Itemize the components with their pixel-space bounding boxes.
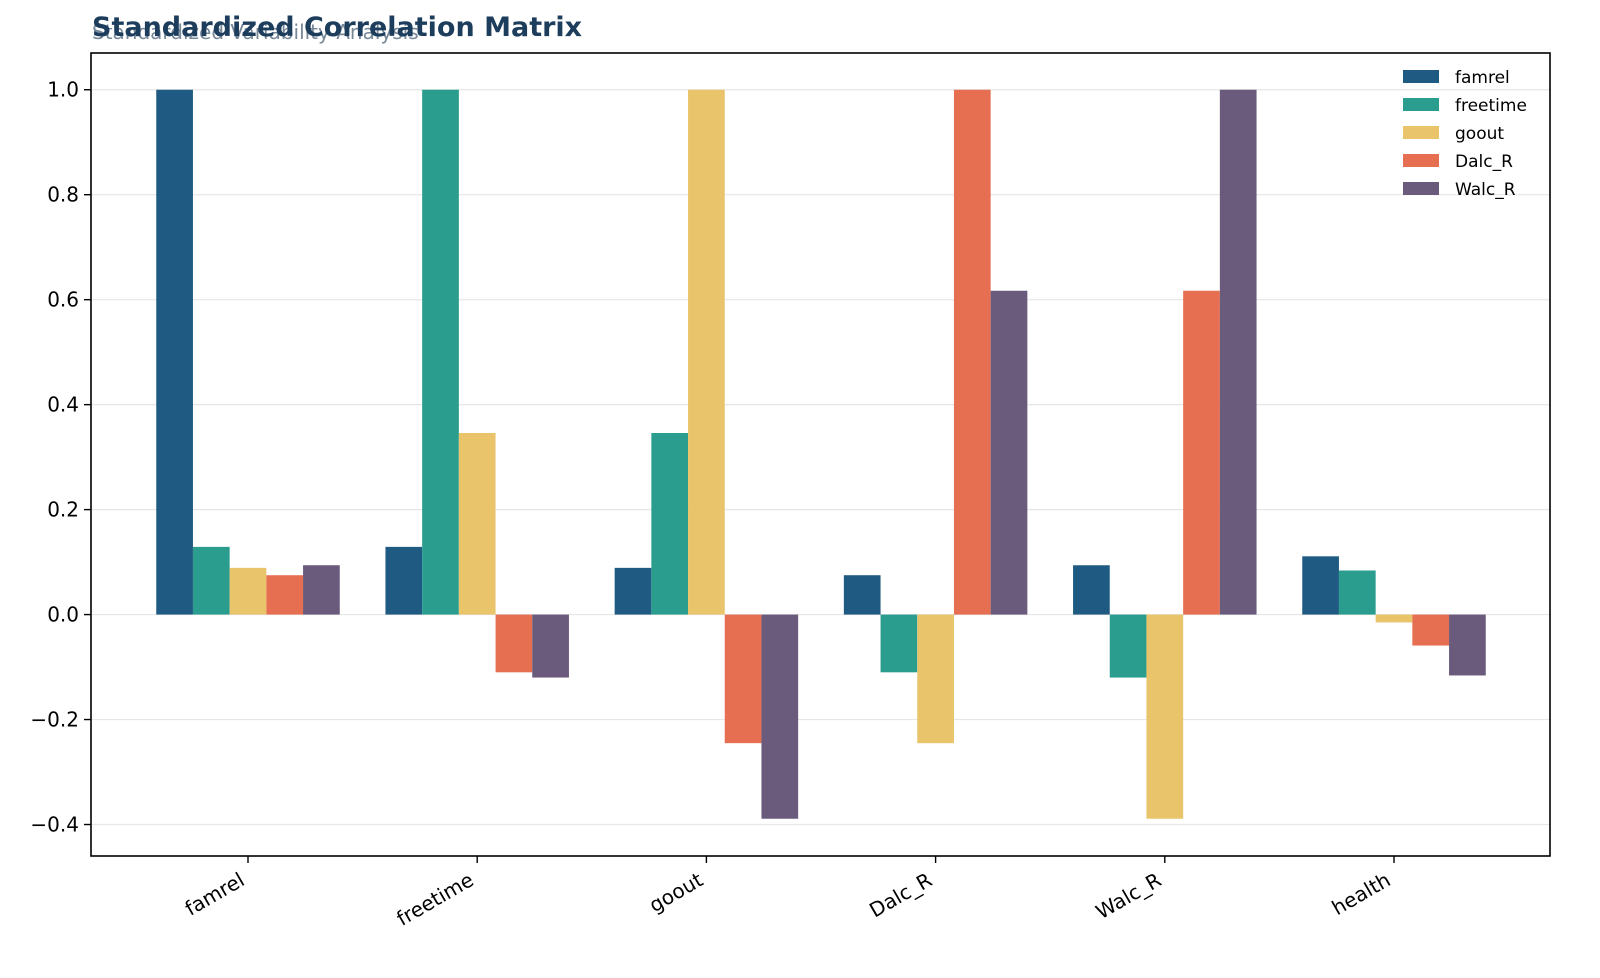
bar-goout-famrel [229,567,267,615]
bar-dalc-r-dalc-r [953,89,991,615]
bar-freetime-goout [651,432,689,615]
x-tick-label: goout [645,867,707,917]
legend-swatch [1403,154,1439,167]
y-tick-label: 0.0 [47,603,79,627]
y-tick-label: 0.8 [47,183,79,207]
x-tick-label: Dalc_R [865,867,936,922]
bar-famrel-famrel [156,89,193,615]
bar-goout-freetime [458,432,496,615]
legend-label: Dalc_R [1455,152,1513,172]
bar-famrel-walc-r [1073,565,1110,615]
legend-swatch [1403,182,1439,195]
plot-frame [90,52,1551,857]
x-tick-label: health [1328,868,1395,920]
bar-walc-r-walc-r [1219,89,1257,615]
bar-goout-walc-r [1146,614,1184,819]
bar-goout-goout [688,89,725,615]
y-tick-label: 1.0 [47,78,79,102]
bar-goout-dalc-r [917,614,954,744]
legend-layer: famrel freetime goout Dalc_R Walc_R [1403,68,1527,200]
bar-famrel-health [1302,556,1339,615]
chart-title: Standardized Correlation Matrix [92,12,583,43]
chart-subtitle: Standardized Variability Analysis [92,20,419,44]
legend-swatch [1403,70,1439,83]
legend-swatch [1403,98,1439,111]
x-tick-label: freetime [392,868,477,931]
legend-swatch [1403,126,1439,139]
x-tick-label: Walc_R [1092,867,1166,923]
y-tick-label: −0.2 [30,708,79,732]
bar-walc-r-health [1449,614,1486,676]
grid-layer [91,89,1550,826]
bar-walc-r-famrel [303,565,340,615]
legend-label: goout [1455,124,1504,144]
bar-freetime-walc-r [1109,614,1147,678]
bar-freetime-dalc-r [880,614,918,673]
legend-label: famrel [1455,68,1510,88]
legend-label: Walc_R [1455,180,1516,200]
bar-dalc-r-famrel [266,575,304,615]
legend-label: freetime [1455,96,1527,116]
x-tick-label: famrel [181,868,249,921]
bar-freetime-health [1338,570,1376,615]
y-tick-label: 0.2 [47,498,79,522]
bar-walc-r-freetime [532,614,569,678]
bar-goout-health [1375,614,1413,623]
bar-dalc-r-freetime [495,614,533,673]
bar-dalc-r-walc-r [1183,290,1220,615]
bar-famrel-freetime [385,546,423,615]
y-tick-label: 0.4 [47,393,79,417]
bar-dalc-r-health [1412,614,1450,646]
y-tick-label: 0.6 [47,288,79,312]
bar-famrel-goout [614,567,652,615]
y-tick-label: −0.4 [30,813,79,837]
bar-walc-r-dalc-r [990,290,1028,615]
bar-dalc-r-goout [724,614,762,744]
bar-freetime-famrel [192,546,230,615]
bar-freetime-freetime [422,89,459,615]
bar-walc-r-goout [761,614,799,819]
bars-layer [156,89,1486,819]
bar-famrel-dalc-r [843,575,881,615]
